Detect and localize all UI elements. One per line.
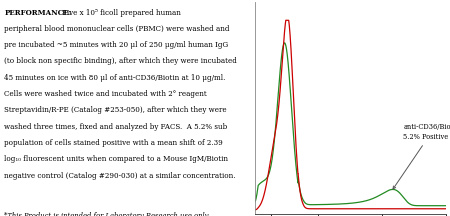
Text: PERFORMANCE:: PERFORMANCE: xyxy=(4,8,72,16)
Text: (to block non specific binding), after which they were incubated: (to block non specific binding), after w… xyxy=(4,57,238,65)
Text: anti-CD36/Biotin
5.2% Positive: anti-CD36/Biotin 5.2% Positive xyxy=(393,123,450,189)
Text: Cells were washed twice and incubated with 2° reagent: Cells were washed twice and incubated wi… xyxy=(4,90,207,98)
Text: negative control (Catalog #290-030) at a similar concentration.: negative control (Catalog #290-030) at a… xyxy=(4,172,236,179)
Text: pre incubated ~5 minutes with 20 μl of 250 μg/ml human IgG: pre incubated ~5 minutes with 20 μl of 2… xyxy=(4,41,229,49)
Text: *This Product is intended for Laboratory Research use only.: *This Product is intended for Laboratory… xyxy=(4,212,210,216)
Text: population of cells stained positive with a mean shift of 2.39: population of cells stained positive wit… xyxy=(4,139,223,147)
Text: Streptavidin/R-PE (Catalog #253-050), after which they were: Streptavidin/R-PE (Catalog #253-050), af… xyxy=(4,106,227,114)
Text: 45 minutes on ice with 80 μl of anti-CD36/Biotin at 10 μg/ml.: 45 minutes on ice with 80 μl of anti-CD3… xyxy=(4,74,226,82)
Text: washed three times, fixed and analyzed by FACS.  A 5.2% sub: washed three times, fixed and analyzed b… xyxy=(4,123,228,131)
Text: peripheral blood mononuclear cells (PBMC) were washed and: peripheral blood mononuclear cells (PBMC… xyxy=(4,25,230,33)
Text: Five x 10⁵ ficoll prepared human: Five x 10⁵ ficoll prepared human xyxy=(54,8,181,16)
Text: log₁₀ fluorescent units when compared to a Mouse IgM/Biotin: log₁₀ fluorescent units when compared to… xyxy=(4,155,229,163)
